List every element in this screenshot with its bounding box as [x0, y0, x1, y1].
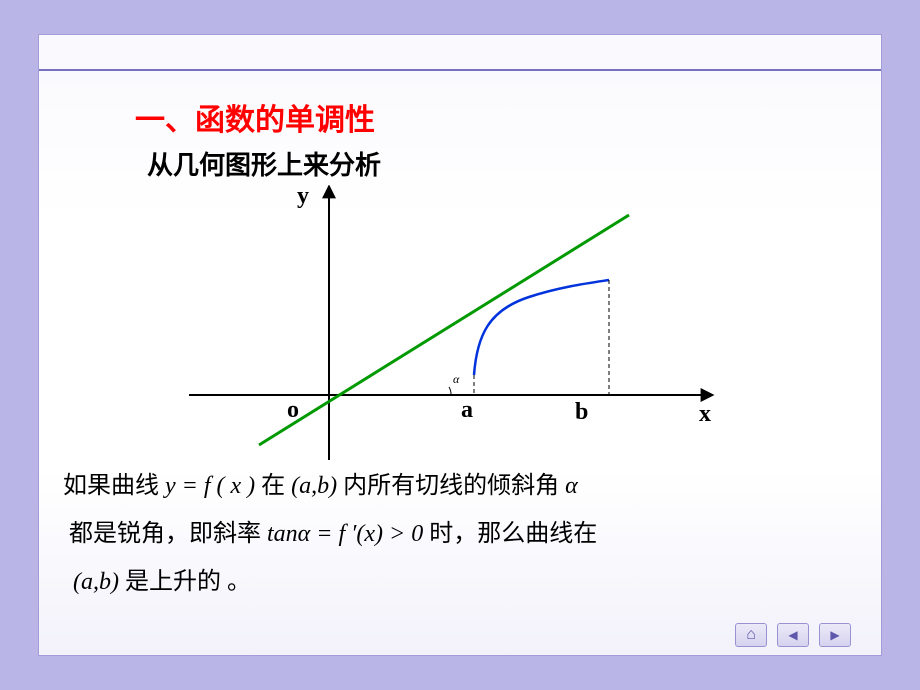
axis-label-a: a: [461, 397, 473, 423]
sub-heading: 从几何图形上来分析: [147, 145, 381, 182]
axis-label-o: o: [287, 397, 299, 423]
math-seg: (a,b): [73, 569, 125, 595]
function-curve: [474, 280, 609, 375]
angle-arc: [449, 387, 451, 395]
nav-button-group: ⌂ ◀ ▶: [735, 623, 851, 647]
axis-label-x: x: [699, 401, 711, 427]
next-button[interactable]: ▶: [819, 623, 851, 647]
header-rule: [39, 69, 881, 71]
next-icon: ▶: [830, 628, 839, 643]
home-icon: ⌂: [746, 626, 756, 644]
axis-label-y: y: [297, 185, 309, 209]
text-seg: 是上升的 。: [125, 569, 251, 595]
para-line-1: 如果曲线 y = f ( x ) 在 (a,b) 内所有切线的倾斜角 α: [63, 465, 578, 500]
angle-label-alpha: α: [453, 372, 460, 386]
prev-icon: ◀: [788, 628, 797, 643]
home-button[interactable]: ⌂: [735, 623, 767, 647]
math-alpha: α: [565, 473, 578, 499]
math-seg: y = f ( x ): [165, 473, 261, 499]
text-seg: 如果曲线: [63, 473, 165, 499]
text-seg: 时，那么曲线在: [423, 521, 597, 547]
text-seg: 内所有切线的倾斜角: [343, 473, 565, 499]
tangent-line: [259, 215, 629, 445]
section-title: 一、函数的单调性: [135, 95, 375, 139]
para-line-2: 都是锐角，即斜率 tanα = f ′(x) > 0 时，那么曲线在: [69, 513, 597, 548]
math-seg: tanα = f ′(x) > 0: [267, 521, 423, 547]
prev-button[interactable]: ◀: [777, 623, 809, 647]
para-line-3: (a,b) 是上升的 。: [73, 561, 251, 596]
slide-frame: 一、函数的单调性 从几何图形上来分析 y o a b x α 如果曲线 y = …: [38, 34, 882, 656]
axes-diagram: y o a b x α: [189, 185, 729, 465]
axis-label-b: b: [575, 399, 588, 425]
math-seg: (a,b): [291, 473, 343, 499]
text-seg: 在: [261, 473, 291, 499]
text-seg: 都是锐角，即斜率: [69, 521, 267, 547]
